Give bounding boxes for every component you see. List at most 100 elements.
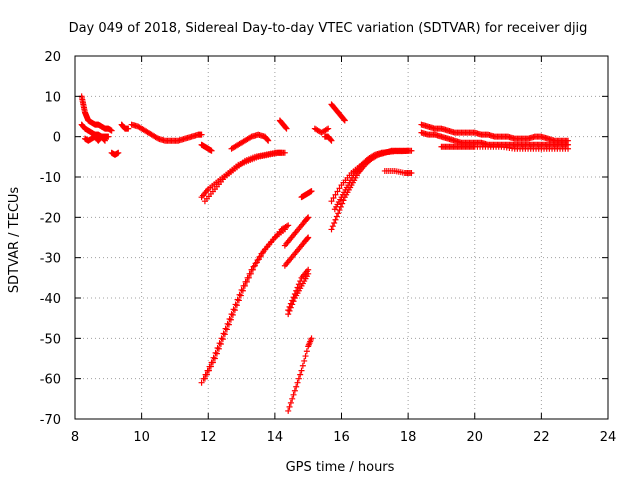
data-point bbox=[228, 311, 235, 318]
series-seg-evening-1 bbox=[418, 121, 572, 144]
x-axis-label: GPS time / hours bbox=[286, 460, 395, 475]
data-point bbox=[405, 147, 412, 154]
series-seg-1480 bbox=[298, 188, 315, 201]
series-seg-late-3 bbox=[328, 161, 365, 205]
series-seg-morning-5 bbox=[118, 121, 132, 132]
x-tick-label: 12 bbox=[200, 430, 217, 445]
data-point bbox=[297, 371, 304, 378]
data-point bbox=[308, 335, 315, 342]
data-point bbox=[105, 133, 112, 140]
data-point bbox=[283, 223, 290, 230]
data-point bbox=[237, 292, 244, 299]
y-tick-label: -50 bbox=[40, 332, 61, 347]
x-tick-label: 14 bbox=[267, 430, 284, 445]
x-tick-label: 18 bbox=[400, 430, 417, 445]
data-point bbox=[408, 169, 415, 176]
data-point bbox=[227, 316, 234, 323]
data-point bbox=[331, 219, 338, 226]
data-point bbox=[238, 286, 245, 293]
data-point bbox=[333, 213, 340, 220]
y-tick-label: 20 bbox=[44, 50, 61, 65]
data-point bbox=[125, 125, 132, 132]
x-tick-label: 22 bbox=[533, 430, 550, 445]
data-point bbox=[232, 301, 239, 308]
data-point bbox=[234, 296, 241, 303]
data-point bbox=[282, 124, 289, 131]
data-point bbox=[205, 367, 212, 374]
series-seg-morning-3 bbox=[81, 133, 108, 144]
series-seg-1415 bbox=[276, 117, 290, 132]
data-point bbox=[210, 354, 217, 361]
data-point bbox=[281, 226, 288, 233]
axis-ticks: 8 10 12 14 16 18 20 22 24 20 10 0 -10 -20 -30 -40 -50 -60… bbox=[40, 50, 617, 445]
data-point bbox=[250, 263, 257, 270]
grid-lines bbox=[75, 56, 608, 419]
data-point bbox=[328, 226, 335, 233]
data-point bbox=[286, 403, 293, 410]
data-point bbox=[287, 304, 294, 311]
series-seg-late-4 bbox=[381, 167, 415, 176]
y-tick-label: -30 bbox=[40, 252, 61, 267]
data-point bbox=[198, 379, 205, 386]
data-point bbox=[289, 395, 296, 402]
y-tick-label: -60 bbox=[40, 373, 61, 388]
data-point bbox=[332, 191, 339, 198]
data-point bbox=[203, 371, 210, 378]
data-point bbox=[224, 320, 231, 327]
data-point bbox=[294, 284, 301, 291]
data-point bbox=[334, 188, 341, 195]
series-seg-morning-4 bbox=[108, 149, 122, 158]
data-point bbox=[239, 287, 246, 294]
data-point bbox=[328, 137, 335, 144]
data-point bbox=[291, 387, 298, 394]
data-point bbox=[370, 152, 377, 159]
data-point bbox=[214, 345, 221, 352]
data-point bbox=[153, 134, 160, 141]
series-seg-steep-2 bbox=[201, 226, 288, 382]
data-point bbox=[285, 311, 292, 318]
data-point bbox=[222, 325, 229, 332]
y-tick-label: 0 bbox=[53, 131, 61, 146]
data-point bbox=[304, 235, 311, 242]
series-seg-morning-6 bbox=[128, 121, 205, 144]
data-marks bbox=[78, 93, 572, 414]
series-seg-steep-4 bbox=[281, 234, 312, 269]
data-point bbox=[289, 301, 296, 308]
data-point bbox=[340, 197, 347, 204]
data-point bbox=[286, 307, 293, 314]
series-seg-morning-1 bbox=[78, 93, 115, 134]
data-point bbox=[327, 136, 334, 143]
x-tick-label: 20 bbox=[466, 430, 483, 445]
data-point bbox=[285, 407, 292, 414]
x-tick-label: 24 bbox=[600, 430, 617, 445]
data-point bbox=[283, 125, 290, 132]
data-point bbox=[302, 353, 309, 360]
data-point bbox=[207, 363, 214, 370]
data-point bbox=[219, 336, 226, 343]
y-tick-label: -40 bbox=[40, 292, 61, 307]
data-point bbox=[245, 274, 252, 281]
data-point bbox=[336, 185, 343, 192]
data-point bbox=[305, 270, 312, 277]
data-point bbox=[249, 266, 256, 273]
data-point bbox=[332, 216, 339, 223]
data-point bbox=[241, 282, 248, 289]
data-point bbox=[303, 348, 310, 355]
data-point bbox=[325, 125, 332, 132]
data-point bbox=[198, 131, 205, 138]
data-point bbox=[223, 326, 230, 333]
data-point bbox=[213, 350, 220, 357]
chart-title: Day 049 of 2018, Sidereal Day-to-day VTE… bbox=[69, 21, 588, 36]
data-point bbox=[226, 315, 233, 322]
data-point bbox=[115, 149, 122, 156]
data-point bbox=[341, 116, 348, 123]
data-point bbox=[304, 215, 311, 222]
data-point bbox=[251, 262, 258, 269]
data-point bbox=[336, 207, 343, 214]
data-point bbox=[243, 278, 250, 285]
data-point bbox=[264, 136, 271, 143]
data-point bbox=[299, 362, 306, 369]
data-point bbox=[294, 379, 301, 386]
data-point bbox=[212, 349, 219, 356]
